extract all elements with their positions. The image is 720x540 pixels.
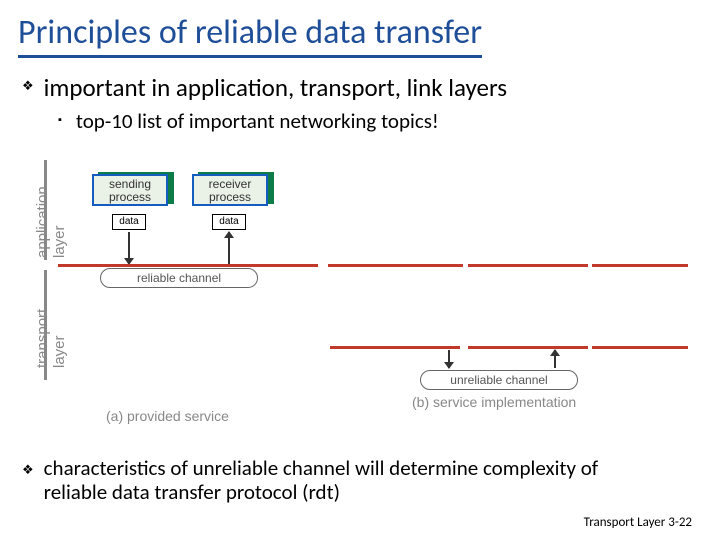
- bullet-2-text: top-10 list of important networking topi…: [76, 108, 439, 134]
- arrow-unreliable-down: [448, 350, 450, 368]
- red-divider: [468, 346, 588, 349]
- bullet-2: ▪ top-10 list of important networking to…: [58, 108, 439, 134]
- caption-a: (a) provided service: [106, 408, 229, 424]
- data-box-sender: data: [112, 214, 146, 230]
- receiver-process-box: receiver process: [192, 174, 268, 206]
- bullet-3: ❖ characteristics of unreliable channel …: [22, 456, 662, 504]
- square-bullet-icon: ▪: [58, 108, 62, 132]
- diamond-bullet-icon: ❖: [22, 456, 34, 484]
- bullet-3-text: characteristics of unreliable channel wi…: [44, 456, 662, 504]
- label-transport-layer: transportlayer: [34, 309, 68, 368]
- unreliable-channel-box: unreliable channel: [420, 370, 578, 390]
- arrow-receiver-up: [228, 232, 230, 264]
- caption-b: (b) service implementation: [412, 394, 576, 410]
- data-box-receiver: data: [212, 214, 246, 230]
- bullet-1-text: important in application, transport, lin…: [44, 72, 507, 103]
- label-application-layer: applicationlayer: [34, 186, 68, 258]
- footer-label: Transport Layer: [584, 515, 666, 530]
- reliable-channel-box: reliable channel: [100, 268, 258, 288]
- diamond-bullet-icon: ❖: [22, 72, 34, 100]
- red-divider: [592, 264, 688, 267]
- red-divider: [328, 264, 463, 267]
- red-divider: [592, 346, 688, 349]
- diagram-area: applicationlayer transportlayer sending …: [28, 150, 688, 440]
- footer: Transport Layer 3-22: [584, 515, 692, 530]
- sending-process-box: sending process: [92, 174, 168, 206]
- red-divider: [330, 346, 460, 349]
- red-divider: [468, 264, 588, 267]
- arrow-unreliable-up: [554, 350, 556, 368]
- footer-page: 3-22: [668, 515, 692, 530]
- red-divider: [58, 264, 318, 267]
- bullet-1: ❖ important in application, transport, l…: [22, 72, 507, 103]
- arrow-sender-down: [128, 232, 130, 264]
- slide-title: Principles of reliable data transfer: [18, 12, 482, 58]
